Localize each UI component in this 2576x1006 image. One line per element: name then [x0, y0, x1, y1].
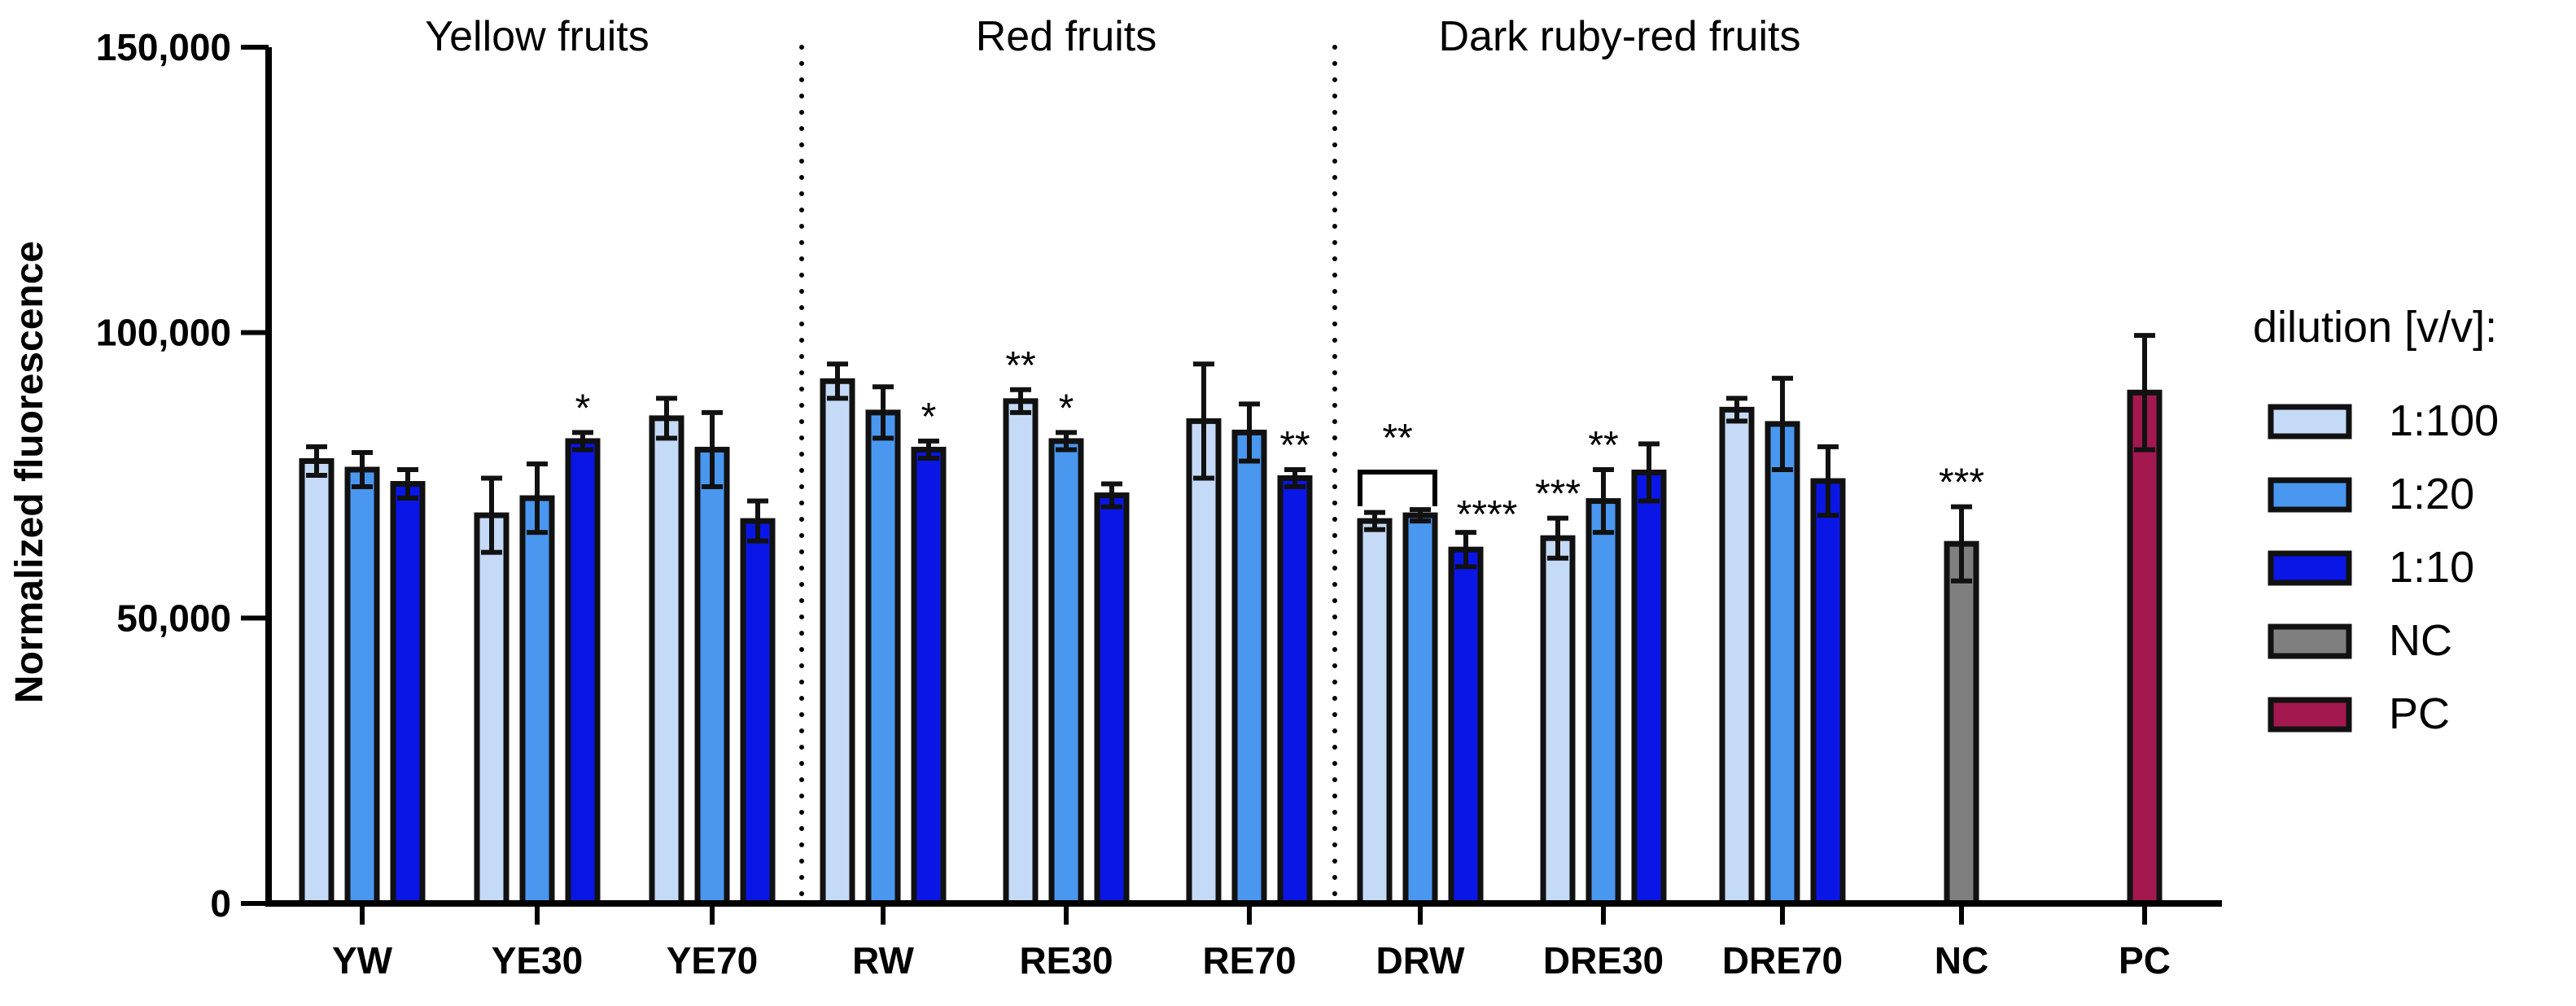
legend-label: 1:10 — [2389, 543, 2474, 592]
significance-mark: * — [1059, 387, 1074, 430]
bar — [865, 409, 901, 907]
bar — [1048, 438, 1084, 907]
y-tick-label: 50,000 — [116, 597, 231, 639]
bars-layer — [299, 333, 2163, 907]
legend-swatch — [2268, 697, 2352, 733]
x-tick-label: NC — [1935, 939, 1988, 982]
legend-swatch — [2268, 477, 2352, 513]
legend-swatch — [2268, 550, 2352, 586]
legend-swatch — [2268, 623, 2352, 659]
group-title: Red fruits — [976, 13, 1157, 60]
bar — [694, 446, 730, 907]
group-title: Yellow fruits — [425, 13, 649, 60]
significance-mark: * — [575, 387, 591, 430]
significance-mark: *** — [1535, 473, 1581, 516]
legend-label: 1:100 — [2389, 396, 2499, 445]
x-tick-label: YE70 — [667, 939, 759, 982]
bar — [1540, 535, 1576, 907]
legend: dilution [v/v]: 1:100 1:20 1:10 NC PC — [2253, 303, 2499, 738]
bar — [820, 378, 855, 907]
significance-bracket — [1358, 470, 1437, 506]
group-title: Dark ruby-red fruits — [1439, 13, 1801, 60]
y-axis-label: Normalized fluorescence — [8, 241, 51, 703]
bar — [1719, 406, 1755, 907]
bar — [1944, 540, 1979, 907]
bar — [344, 466, 380, 907]
significance-mark: ** — [1588, 424, 1618, 467]
significance-mark: **** — [1457, 493, 1518, 536]
bar — [1631, 469, 1667, 907]
labels-layer: 0 50,000 100,000 150,000 Yellow fruits Red fr… — [96, 13, 2171, 982]
axes-layer — [241, 45, 2222, 925]
bar — [1186, 418, 1222, 907]
bar — [1277, 475, 1313, 907]
bar — [1231, 429, 1267, 907]
bar — [1585, 498, 1621, 907]
legend-swatch — [2268, 404, 2352, 440]
legend-label: PC — [2389, 689, 2450, 738]
x-tick-label: DRW — [1375, 939, 1465, 982]
bar — [1402, 512, 1438, 907]
bar — [565, 438, 601, 907]
bar — [519, 495, 555, 907]
bar — [299, 457, 335, 907]
significance-mark: ** — [1005, 344, 1035, 387]
significance-mark: * — [921, 396, 937, 439]
bar — [474, 512, 510, 907]
bar — [911, 446, 947, 907]
significance-mark: ** — [1382, 417, 1412, 460]
y-tick-label: 150,000 — [96, 26, 231, 68]
bar — [1094, 492, 1130, 907]
bar — [740, 518, 776, 907]
x-tick-label: RE30 — [1019, 939, 1113, 982]
bar — [1765, 421, 1800, 907]
legend-title: dilution [v/v]: — [2253, 303, 2497, 352]
x-tick-label: RE70 — [1202, 939, 1296, 982]
x-tick-label: DRE30 — [1543, 939, 1664, 982]
bar — [1810, 478, 1846, 907]
bar — [1448, 546, 1484, 907]
legend-label: 1:20 — [2389, 470, 2474, 518]
y-tick-label: 0 — [210, 882, 231, 925]
legend-label: NC — [2389, 616, 2452, 665]
x-tick-label: YW — [332, 939, 393, 982]
x-tick-label: YE30 — [492, 939, 584, 982]
bar — [1357, 518, 1393, 907]
x-tick-label: RW — [852, 939, 914, 982]
x-tick-label: DRE70 — [1722, 939, 1843, 982]
bar — [2127, 389, 2163, 907]
bar — [390, 481, 426, 907]
x-tick-label: PC — [2119, 939, 2171, 982]
significance-mark: ** — [1279, 424, 1310, 467]
y-tick-label: 100,000 — [96, 312, 231, 354]
bar — [649, 415, 684, 907]
significance-mark: *** — [1939, 461, 1984, 505]
bar — [1003, 398, 1039, 907]
